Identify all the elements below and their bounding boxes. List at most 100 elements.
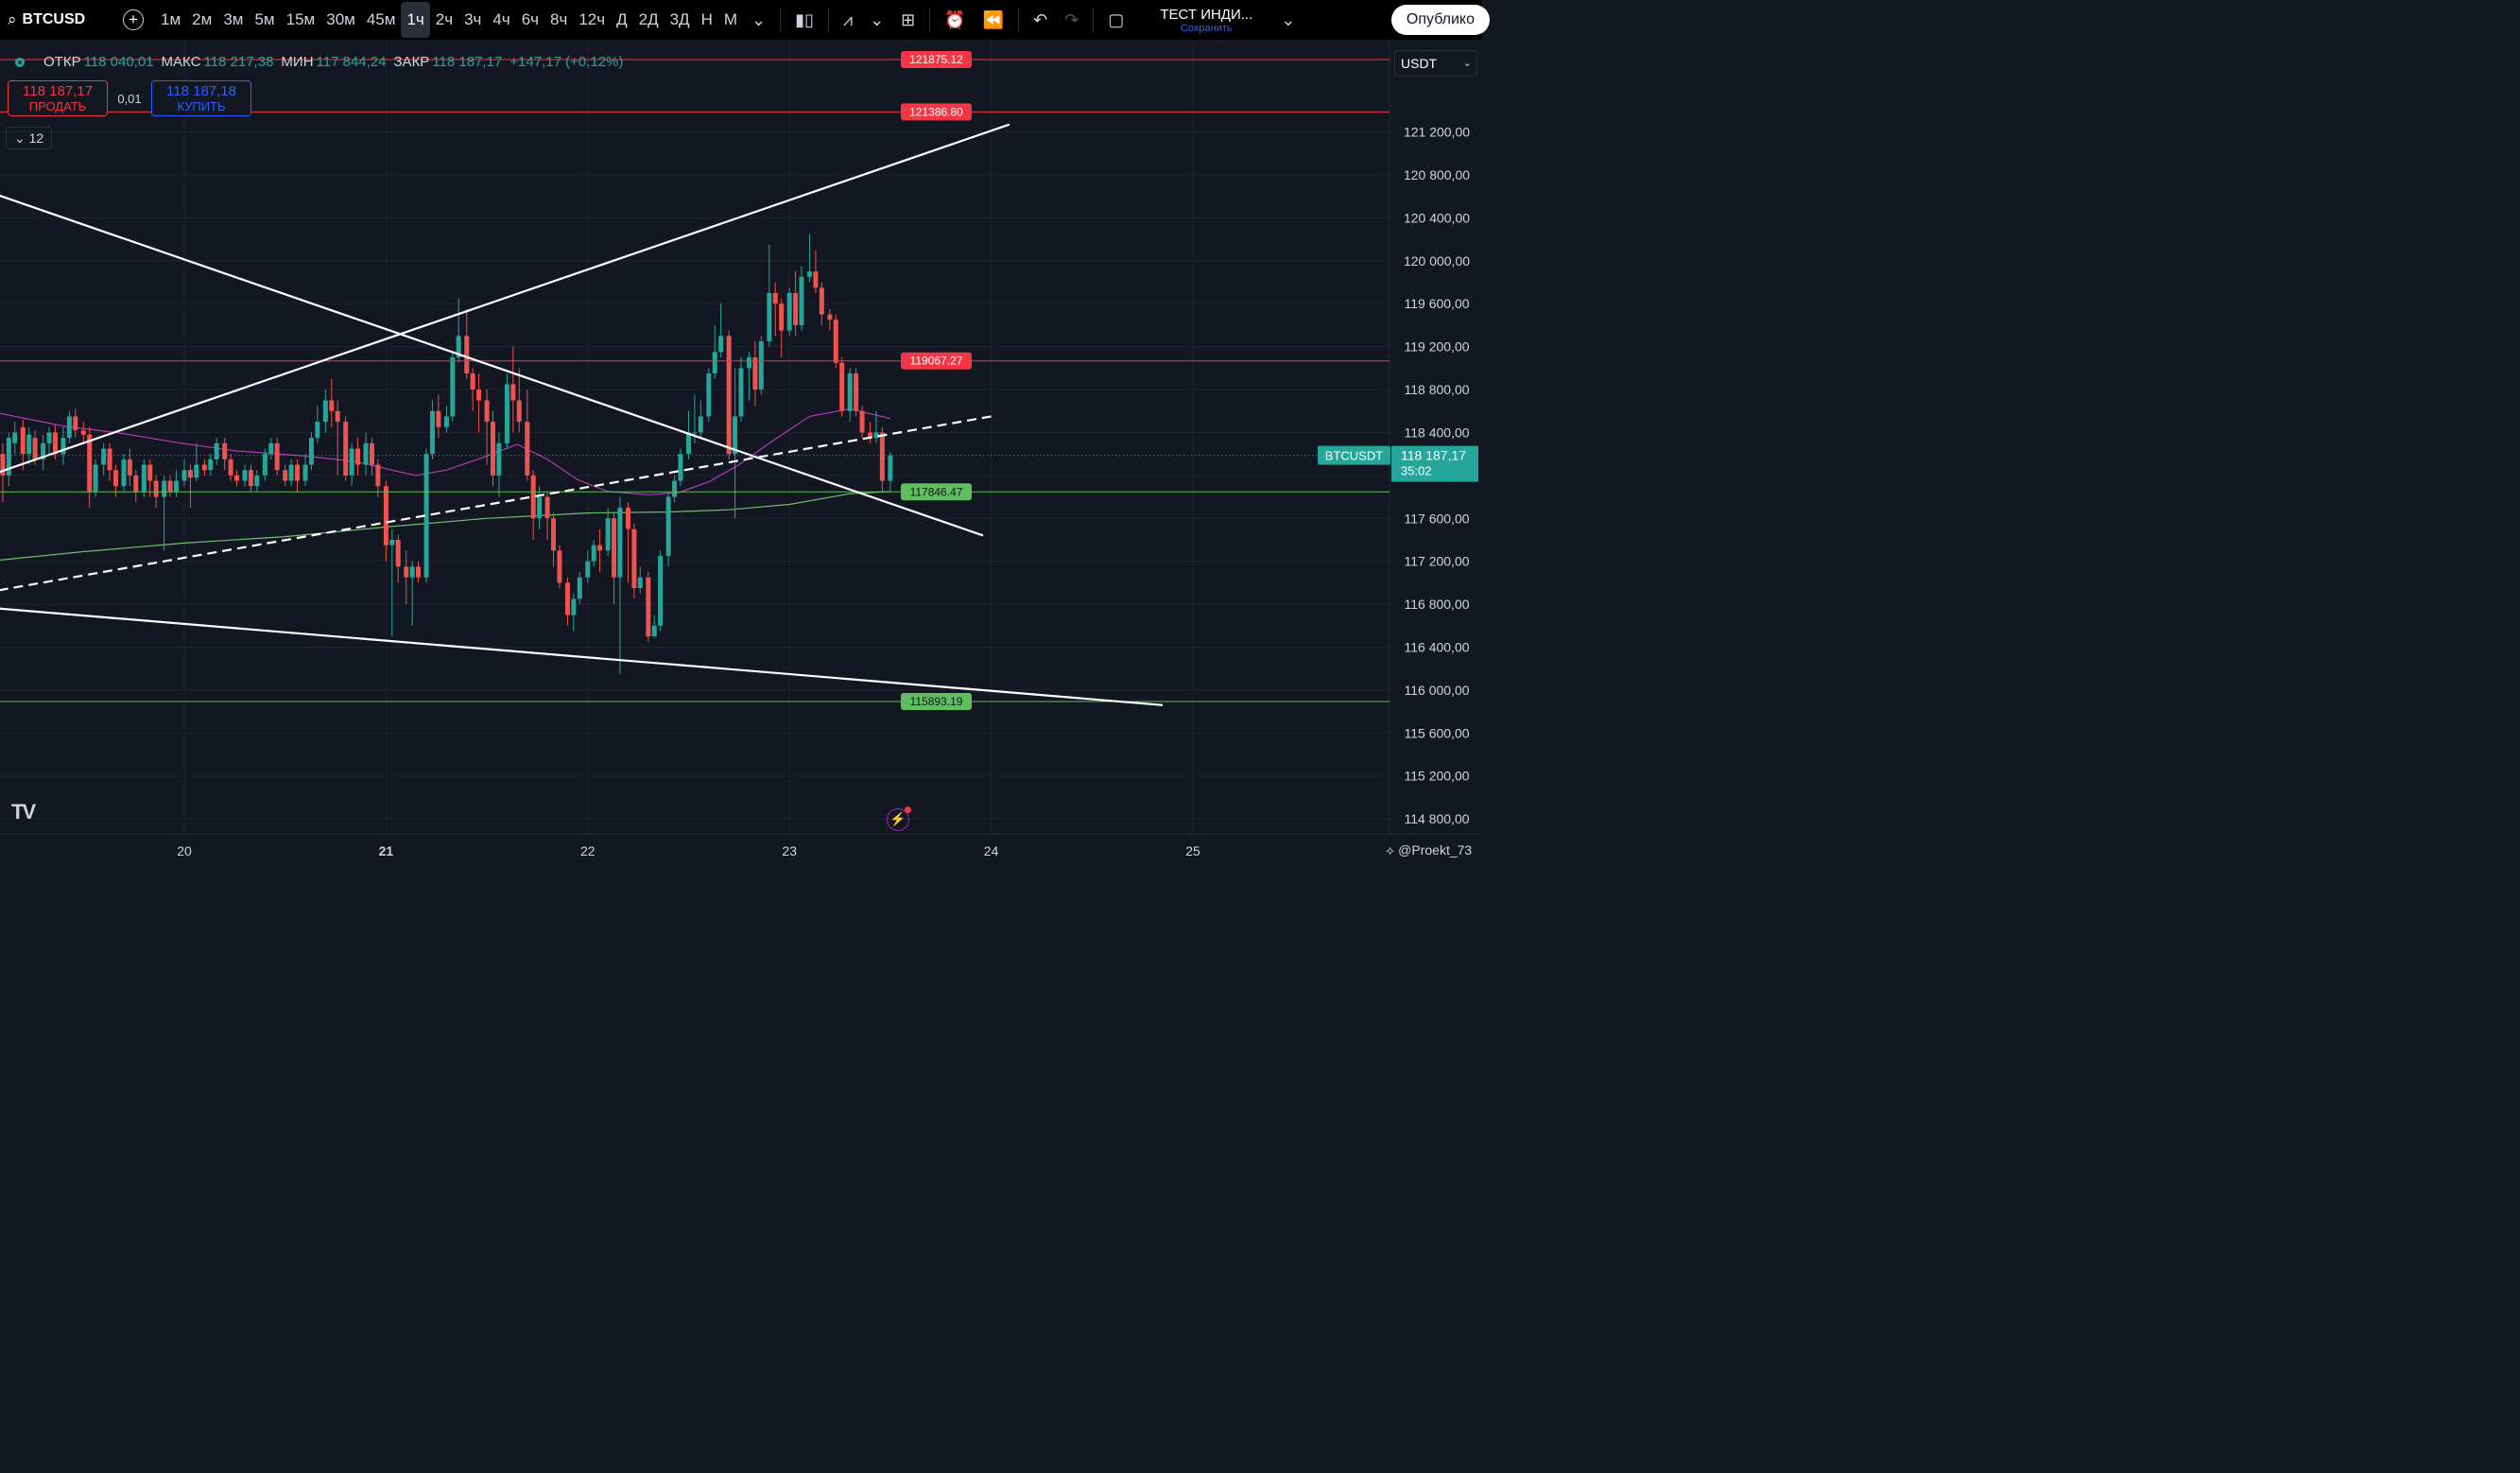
candle-body bbox=[32, 438, 38, 459]
watermark-text: @Proekt_73 bbox=[1398, 842, 1473, 858]
last-price-value: 118 187,17 bbox=[1401, 448, 1466, 463]
price-tick-label: 121 200,00 bbox=[1404, 125, 1470, 140]
divider bbox=[1093, 8, 1095, 32]
candle-body bbox=[133, 475, 139, 492]
timeframe-1м[interactable]: 1м bbox=[161, 10, 181, 28]
timeframe-45м[interactable]: 45м bbox=[366, 10, 396, 28]
symbol-search[interactable]: ⌕ BTCUSD bbox=[0, 10, 113, 29]
price-tick-label: 116 800,00 bbox=[1404, 597, 1469, 612]
add-symbol-icon[interactable]: + bbox=[123, 9, 144, 30]
close-label: ЗАКР bbox=[393, 54, 430, 70]
timeframe-12ч[interactable]: 12ч bbox=[578, 10, 606, 28]
high-label: МАКС bbox=[161, 54, 201, 70]
candle-body bbox=[153, 480, 159, 497]
candle-body bbox=[194, 464, 199, 478]
timeframe-2Д[interactable]: 2Д bbox=[638, 10, 659, 28]
candles-icon[interactable]: ▮▯ bbox=[795, 9, 814, 29]
candle-body bbox=[564, 582, 570, 615]
sell-button[interactable]: 118 187,17 ПРОДАТЬ bbox=[8, 80, 108, 116]
timeframe-6ч[interactable]: 6ч bbox=[521, 10, 540, 28]
candle-body bbox=[423, 454, 429, 578]
candle-body bbox=[112, 470, 118, 487]
timeframe-Н[interactable]: Н bbox=[700, 10, 713, 28]
undo-icon[interactable]: ↶ bbox=[1033, 9, 1048, 29]
alert-icon[interactable]: ⏰ bbox=[944, 9, 966, 29]
open-value: 118 040,01 bbox=[83, 54, 154, 70]
candle-body bbox=[121, 459, 127, 487]
timeframe-5м[interactable]: 5м bbox=[254, 10, 275, 28]
candle-body bbox=[274, 442, 280, 471]
chevron-down-icon[interactable]: ⌄ bbox=[870, 9, 885, 29]
candle-body bbox=[162, 480, 167, 497]
candle-body bbox=[873, 432, 879, 439]
timeframe-3ч[interactable]: 3ч bbox=[464, 10, 482, 28]
low-value: 117 844,24 bbox=[316, 54, 387, 70]
lightning-icon[interactable]: ⚡ bbox=[887, 806, 911, 831]
candle-body bbox=[525, 422, 530, 476]
candle-body bbox=[208, 459, 214, 471]
candle-body bbox=[214, 442, 219, 459]
candle-body bbox=[87, 434, 93, 492]
redo-icon[interactable]: ↷ bbox=[1064, 9, 1079, 29]
timeframe-2ч[interactable]: 2ч bbox=[435, 10, 454, 28]
layout-name[interactable]: ТЕСТ ИНДИ... Сохранить bbox=[1140, 7, 1272, 34]
price-tick-label: 114 800,00 bbox=[1404, 811, 1469, 826]
candle-body bbox=[510, 384, 516, 401]
time-tick-label: 23 bbox=[782, 843, 797, 858]
timeframe-30м[interactable]: 30м bbox=[326, 10, 355, 28]
candle-body bbox=[786, 292, 792, 331]
timeframe-2м[interactable]: 2м bbox=[192, 10, 213, 28]
timeframe-8ч[interactable]: 8ч bbox=[550, 10, 568, 28]
candle-body bbox=[0, 454, 6, 476]
time-tick-label: 24 bbox=[984, 843, 999, 858]
candle-body bbox=[12, 432, 18, 443]
templates-icon[interactable]: ⊞ bbox=[901, 9, 916, 29]
candle-body bbox=[859, 410, 865, 433]
indicators-icon[interactable]: ⩘ bbox=[842, 9, 854, 29]
candle-body bbox=[66, 416, 72, 439]
candle-body bbox=[395, 539, 401, 567]
chevron-down-icon[interactable]: ⌄ bbox=[751, 9, 767, 29]
timeframe-Д[interactable]: Д bbox=[616, 10, 628, 28]
close-value: 118 187,17 bbox=[432, 54, 503, 70]
indicator-count: 12 bbox=[28, 130, 44, 146]
price-tick-label: 115 200,00 bbox=[1404, 769, 1469, 784]
divider bbox=[827, 8, 829, 32]
timeframe-3м[interactable]: 3м bbox=[223, 10, 244, 28]
replay-icon[interactable]: ⏪ bbox=[982, 9, 1005, 29]
publish-button[interactable]: Опублико bbox=[1390, 5, 1490, 35]
sell-price: 118 187,17 bbox=[23, 83, 93, 99]
candle-body bbox=[476, 390, 482, 401]
buy-button[interactable]: 118 187,18 КУПИТЬ bbox=[151, 80, 251, 116]
candle-body bbox=[389, 539, 395, 546]
layout-square-icon[interactable]: ▢ bbox=[1108, 9, 1125, 29]
candle-body bbox=[228, 459, 233, 476]
timeframe-3Д[interactable]: 3Д bbox=[669, 10, 690, 28]
candle-body bbox=[429, 410, 435, 455]
price-tick-label: 117 600,00 bbox=[1404, 511, 1469, 526]
chevron-down-icon[interactable]: ⌄ bbox=[1281, 9, 1296, 29]
candle-body bbox=[436, 410, 441, 427]
candle-body bbox=[625, 507, 630, 529]
candle-body bbox=[456, 336, 461, 357]
candle-body bbox=[726, 336, 732, 455]
spread-value: 0,01 bbox=[117, 91, 142, 106]
currency-select[interactable]: USDT ⌄ bbox=[1394, 50, 1477, 77]
candle-body bbox=[631, 529, 637, 589]
candle-body bbox=[665, 496, 671, 556]
timeframe-М[interactable]: М bbox=[723, 10, 738, 28]
candle-body bbox=[879, 432, 885, 481]
candle-body bbox=[355, 448, 361, 465]
timeframe-1ч[interactable]: 1ч bbox=[401, 2, 430, 38]
price-chart[interactable]: 121875.12 121386.80 119067.27 117846.47 1158… bbox=[0, 0, 1482, 866]
timeframe-4ч[interactable]: 4ч bbox=[492, 10, 510, 28]
price-tick-label: 120 800,00 bbox=[1404, 167, 1470, 182]
indicators-collapse-button[interactable]: ⌄ 12 bbox=[6, 127, 53, 149]
timeframe-15м[interactable]: 15м bbox=[285, 10, 316, 28]
candle-body bbox=[187, 470, 193, 478]
divider bbox=[780, 8, 782, 32]
candle-body bbox=[706, 373, 712, 417]
candle-body bbox=[343, 422, 349, 476]
candle-body bbox=[516, 400, 522, 423]
price-tick-label: 116 000,00 bbox=[1404, 683, 1469, 698]
